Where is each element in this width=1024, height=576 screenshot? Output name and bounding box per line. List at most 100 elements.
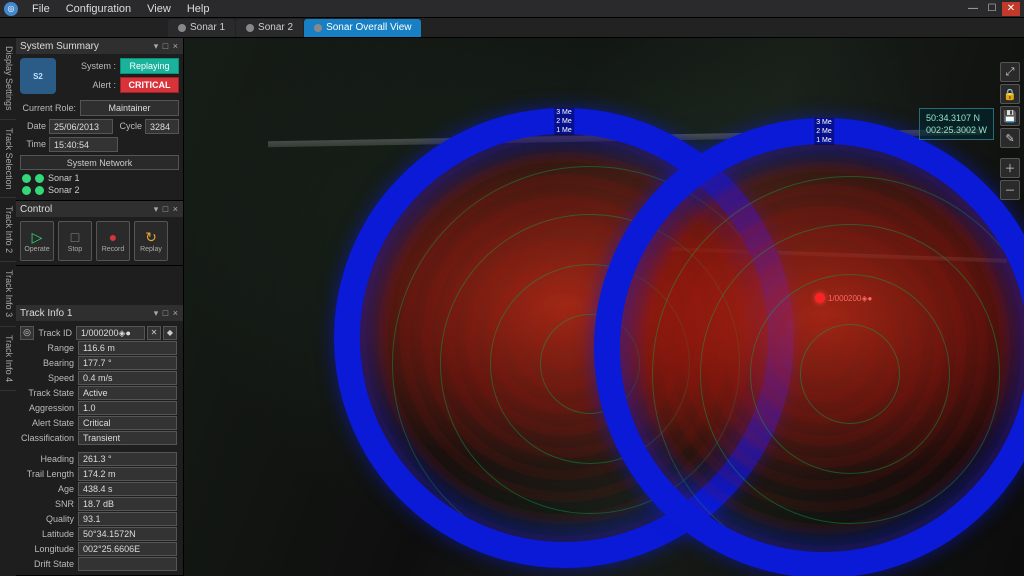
track-value: 0.4 m/s xyxy=(78,371,177,385)
label: SNR xyxy=(20,499,78,509)
role-chip[interactable]: Maintainer xyxy=(80,100,179,116)
zoom-in-button[interactable]: ＋ xyxy=(1000,158,1020,178)
menu-view[interactable]: View xyxy=(139,1,179,17)
sonar-viewport[interactable]: 3 Me2 Me1 Me 3 Me2 Me1 Me 1/000200◈● 50:… xyxy=(184,38,1024,576)
label: Bearing xyxy=(20,358,78,368)
track-value: 116.6 m xyxy=(78,341,177,355)
label: Cycle xyxy=(116,119,142,134)
label: Alert State xyxy=(20,418,78,428)
tab-label: Sonar 1 xyxy=(190,22,225,33)
tab-dot-icon xyxy=(178,24,186,32)
label: Current Role: xyxy=(20,103,76,113)
time-field: 15:40:54 xyxy=(49,137,118,152)
menu-config[interactable]: Configuration xyxy=(58,1,139,17)
status-dot-icon xyxy=(35,186,44,195)
panel-title: Track Info 1 xyxy=(20,308,72,319)
zoom-out-button[interactable]: － xyxy=(1000,180,1020,200)
scale-labels: 3 Me2 Me1 Me xyxy=(554,108,574,135)
left-sidebar: System Summary ▾ □ × S2 System :Replayin… xyxy=(16,38,184,576)
panel-controls-icon[interactable]: ▾ □ × xyxy=(154,204,179,215)
track-value: Transient xyxy=(78,431,177,445)
button-caption: Stop xyxy=(68,246,82,253)
track-target-marker[interactable] xyxy=(815,293,825,303)
sidetab-display-settings[interactable]: Display Settings xyxy=(0,38,16,120)
sidetab-track-info-2[interactable]: Track Info 2 xyxy=(0,198,16,262)
tab-dot-icon xyxy=(246,24,254,32)
track-target-icon[interactable]: ◎ xyxy=(20,326,34,340)
tab-sonar-overall[interactable]: Sonar Overall View xyxy=(304,19,421,37)
cycle-field: 3284 xyxy=(145,119,179,134)
tab-label: Sonar Overall View xyxy=(326,22,411,33)
label: Range xyxy=(20,343,78,353)
panel-controls-icon[interactable]: ▾ □ × xyxy=(154,308,179,319)
coord-lon: 002:25.3002 W xyxy=(926,124,987,136)
sonar-1-item[interactable]: Sonar 1 xyxy=(20,172,179,184)
button-caption: Replay xyxy=(140,246,162,253)
track-value: 002°25.6606E xyxy=(78,542,177,556)
label: Latitude xyxy=(20,529,78,539)
track-value: 1.0 xyxy=(78,401,177,415)
stop-icon: □ xyxy=(71,230,79,244)
status-dot-icon xyxy=(22,186,31,195)
panel-title: System Summary xyxy=(20,41,99,52)
menu-file[interactable]: File xyxy=(24,1,58,17)
label: Heading xyxy=(20,454,78,464)
coordinates-readout: 50:34.3107 N 002:25.3002 W xyxy=(919,108,994,140)
track-pin-button[interactable]: ◆ xyxy=(163,326,177,340)
label: Trail Length xyxy=(20,469,78,479)
save-button[interactable]: 💾 xyxy=(1000,106,1020,126)
sonar-2-item[interactable]: Sonar 2 xyxy=(20,184,179,196)
system-network-button[interactable]: System Network xyxy=(20,155,179,170)
track-value: Active xyxy=(78,386,177,400)
tab-sonar-1[interactable]: Sonar 1 xyxy=(168,19,235,37)
sidetab-track-info-3[interactable]: Track Info 3 xyxy=(0,262,16,326)
label: Track ID xyxy=(36,328,76,338)
scale-labels: 3 Me2 Me1 Me xyxy=(814,118,834,145)
window-minimize-button[interactable]: — xyxy=(964,2,982,16)
viewport-toolbar: ⤢ 🔒 💾 ✎ ＋ － xyxy=(1000,62,1020,200)
track-value: Critical xyxy=(78,416,177,430)
replay-button[interactable]: ↻Replay xyxy=(134,221,168,261)
sonar-display: 3 Me2 Me1 Me xyxy=(594,118,1024,576)
panel-controls-icon[interactable]: ▾ □ × xyxy=(154,41,179,52)
operate-button[interactable]: ▷Operate xyxy=(20,221,54,261)
panel-title: Control xyxy=(20,204,52,215)
fullscreen-button[interactable]: ⤢ xyxy=(1000,62,1020,82)
app-logo-icon: ◎ xyxy=(4,2,18,16)
sidetab-track-selection[interactable]: Track Selection xyxy=(0,120,16,199)
lock-button[interactable]: 🔒 xyxy=(1000,84,1020,104)
tab-label: Sonar 2 xyxy=(258,22,293,33)
label: Aggression xyxy=(20,403,78,413)
track-value: 93.1 xyxy=(78,512,177,526)
edit-button[interactable]: ✎ xyxy=(1000,128,1020,148)
label: Time xyxy=(20,137,46,152)
track-target-label: 1/000200◈● xyxy=(828,294,872,303)
window-close-button[interactable]: ✕ xyxy=(1002,2,1020,16)
track-value: 174.2 m xyxy=(78,467,177,481)
label: Longitude xyxy=(20,544,78,554)
stop-button[interactable]: □ Stop xyxy=(58,221,92,261)
tab-dot-icon xyxy=(314,24,322,32)
system-status-chip[interactable]: Replaying xyxy=(120,58,179,74)
track-value: 50°34.1572N xyxy=(78,527,177,541)
label: Date xyxy=(20,119,46,134)
menubar: ◎ File Configuration View Help — ☐ ✕ xyxy=(0,0,1024,18)
tabbar: Sonar 1 Sonar 2 Sonar Overall View xyxy=(0,18,1024,38)
status-dot-icon xyxy=(22,174,31,183)
sidetab-track-info-4[interactable]: Track Info 4 xyxy=(0,327,16,391)
label: Quality xyxy=(20,514,78,524)
window-maximize-button[interactable]: ☐ xyxy=(983,2,1001,16)
alert-status-chip[interactable]: CRITICAL xyxy=(120,77,179,93)
side-tabstrip: Display Settings Track Selection Track I… xyxy=(0,38,16,576)
track-clear-button[interactable]: ✕ xyxy=(147,326,161,340)
track-value: 177.7 ° xyxy=(78,356,177,370)
tab-sonar-2[interactable]: Sonar 2 xyxy=(236,19,303,37)
record-button[interactable]: ●Record xyxy=(96,221,130,261)
track-value: 18.7 dB xyxy=(78,497,177,511)
record-icon: ● xyxy=(109,230,117,244)
menu-help[interactable]: Help xyxy=(179,1,218,17)
label: Track State xyxy=(20,388,78,398)
label: System : xyxy=(60,61,116,71)
coord-lat: 50:34.3107 N xyxy=(926,112,987,124)
label: Classification xyxy=(20,433,78,443)
